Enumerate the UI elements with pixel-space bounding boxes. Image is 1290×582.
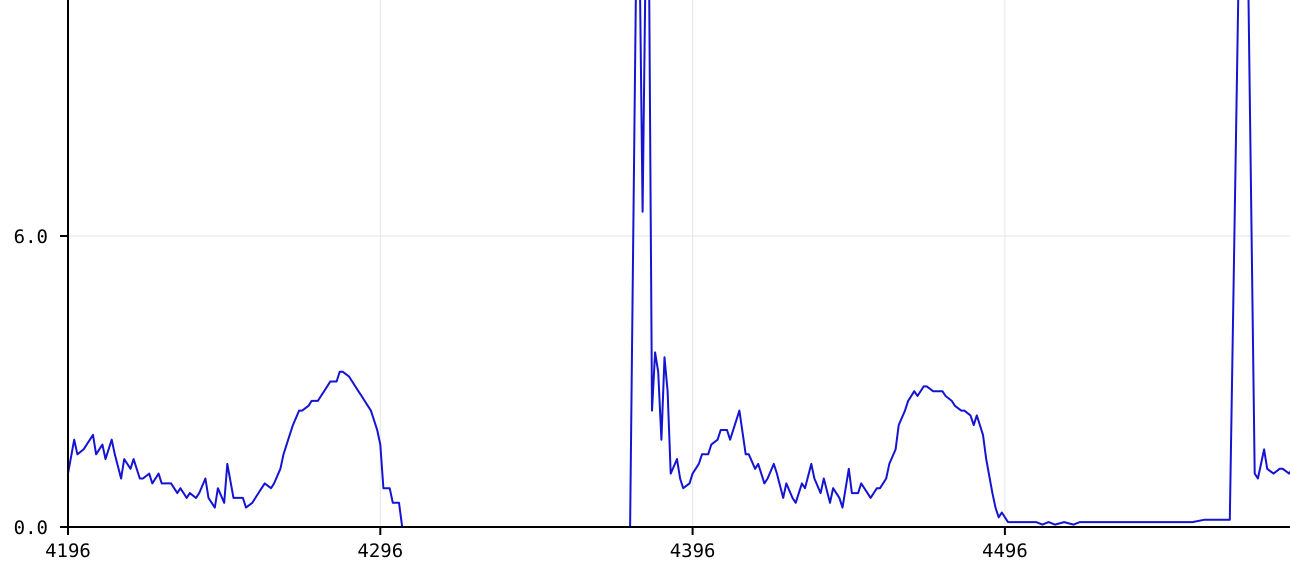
y-tick-label: 0.0 (14, 517, 48, 539)
grid (68, 0, 1290, 527)
x-tick-label: 4496 (982, 540, 1028, 562)
y-tick-label: 6.0 (14, 226, 48, 248)
plot-area (67, 0, 1290, 528)
axis-ticks: 4196 4296 4396 4496 0.0 6.0 (14, 226, 1028, 562)
series-line (67, 0, 1290, 528)
x-tick-label: 4296 (357, 540, 403, 562)
x-tick-label: 4396 (670, 540, 716, 562)
x-tick-label: 4196 (45, 540, 91, 562)
